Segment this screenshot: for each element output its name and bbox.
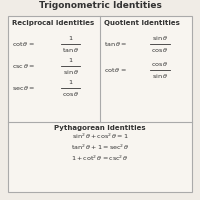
- Text: Pythagorean Identities: Pythagorean Identities: [54, 125, 146, 131]
- Text: $\sin\theta$: $\sin\theta$: [63, 68, 79, 76]
- Text: $\sin\theta$: $\sin\theta$: [152, 34, 168, 42]
- Text: Trigonometric Identities: Trigonometric Identities: [39, 1, 161, 10]
- Text: $\tan\theta=$: $\tan\theta=$: [104, 40, 127, 48]
- Text: Quotient Identities: Quotient Identities: [104, 20, 180, 26]
- Text: $\cot\theta=$: $\cot\theta=$: [12, 40, 35, 48]
- Text: $1 + \cot^2\theta = \csc^2\theta$: $1 + \cot^2\theta = \csc^2\theta$: [71, 154, 129, 163]
- Text: $1$: $1$: [68, 78, 73, 86]
- Text: $\cot\theta=$: $\cot\theta=$: [104, 66, 127, 74]
- Text: $\cos\theta$: $\cos\theta$: [62, 90, 79, 98]
- Text: $1$: $1$: [68, 34, 73, 42]
- Text: $\sin\theta$: $\sin\theta$: [152, 72, 168, 80]
- Text: $\sec\theta=$: $\sec\theta=$: [12, 84, 36, 92]
- Text: $1$: $1$: [68, 56, 73, 64]
- Text: $\sin^2\theta + \cos^2\theta = 1$: $\sin^2\theta + \cos^2\theta = 1$: [72, 132, 128, 141]
- Text: $\tan\theta$: $\tan\theta$: [62, 46, 79, 54]
- Text: $\cos\theta$: $\cos\theta$: [151, 60, 169, 68]
- Text: $\tan^2\theta + 1 = \sec^2\theta$: $\tan^2\theta + 1 = \sec^2\theta$: [71, 143, 129, 152]
- FancyBboxPatch shape: [8, 16, 192, 192]
- Text: $\csc\theta=$: $\csc\theta=$: [12, 62, 35, 70]
- Text: $\cos\theta$: $\cos\theta$: [151, 46, 169, 54]
- Text: Reciprocal Identities: Reciprocal Identities: [12, 20, 94, 26]
